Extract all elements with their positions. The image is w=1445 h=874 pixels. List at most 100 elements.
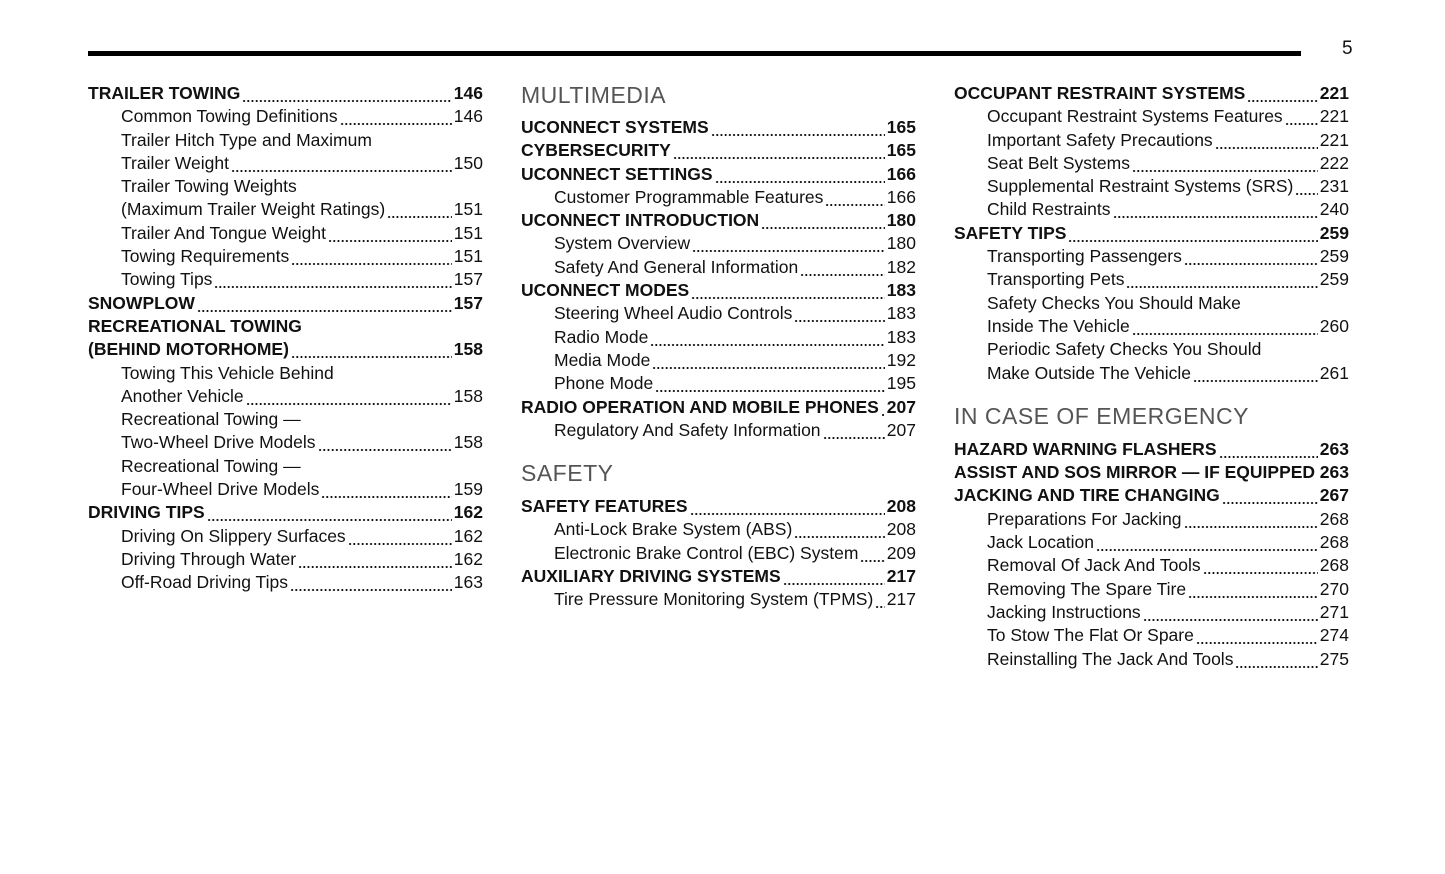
toc-entry-sub[interactable]: Electronic Brake Control (EBC) System 209 xyxy=(521,541,916,566)
entry-title: Radio Mode xyxy=(554,326,649,347)
section-heading: MULTIMEDIA xyxy=(521,82,667,108)
dot-leader xyxy=(1131,151,1318,176)
toc-entry-sub[interactable]: Anti-Lock Brake System (ABS) 208 xyxy=(521,518,916,542)
entry-title: RADIO OPERATION AND MOBILE PHONES xyxy=(521,396,879,417)
page-reference: 192 xyxy=(886,349,916,370)
entry-title: Tire Pressure Monitoring System (TPMS) xyxy=(554,589,874,610)
dot-leader xyxy=(1284,105,1318,129)
toc-entry-sub[interactable]: Occupant Restraint Systems Features 221 xyxy=(954,105,1349,129)
page-reference: 217 xyxy=(886,566,916,587)
page-reference: 270 xyxy=(1319,578,1349,599)
toc-entry-sub[interactable]: Transporting Pets 259 xyxy=(954,268,1349,292)
dot-leader xyxy=(1202,554,1318,578)
toc-entry-sub[interactable]: Tire Pressure Monitoring System (TPMS) 21… xyxy=(521,588,916,612)
toc-entry-sub[interactable]: Regulatory And Safety Information 207 xyxy=(521,418,916,443)
toc-entry-main[interactable]: SNOWPLOW 157 xyxy=(88,291,483,315)
toc-entry-sub[interactable]: Driving On Slippery Surfaces 162 xyxy=(88,524,483,548)
toc-entry-sub[interactable]: Radio Mode 183 xyxy=(521,325,916,349)
toc-entry-sub[interactable]: Jacking Instructions 271 xyxy=(954,600,1349,625)
toc-entry-main[interactable]: ASSIST AND SOS MIRROR — IF EQUIPPED 263 xyxy=(954,461,1349,485)
entry-title: DRIVING TIPS xyxy=(88,502,205,523)
page-reference: 166 xyxy=(886,186,916,207)
toc-entry-sub[interactable]: Periodic Safety Checks You Should Make Ou… xyxy=(954,338,1349,385)
toc-entry-sub[interactable]: Customer Programmable Features 166 xyxy=(521,185,916,210)
toc-entry-main[interactable]: UCONNECT SETTINGS 166 xyxy=(521,162,916,186)
toc-entry-sub[interactable]: Towing This Vehicle Behind Another Vehicl… xyxy=(88,362,483,409)
toc-entry-sub[interactable]: Important Safety Precautions 221 xyxy=(954,128,1349,152)
dot-leader xyxy=(1183,507,1318,532)
toc-entry-sub[interactable]: Towing Tips 157 xyxy=(88,268,483,292)
page-reference: 259 xyxy=(1319,246,1349,267)
dot-leader xyxy=(794,302,885,326)
page-reference: 180 xyxy=(886,233,916,254)
entry-title: Removing The Spare Tire xyxy=(987,578,1187,599)
page-reference: 146 xyxy=(453,106,483,127)
toc-entry-sub[interactable]: Removal Of Jack And Tools 268 xyxy=(954,554,1349,578)
entry-title: Jacking Instructions xyxy=(987,601,1141,622)
toc-entry-sub[interactable]: Trailer And Tongue Weight 151 xyxy=(88,221,483,246)
toc-entry-sub[interactable]: Common Towing Definitions 146 xyxy=(88,105,483,129)
toc-entry-sub[interactable]: Safety Checks You Should Make Inside The … xyxy=(954,292,1349,339)
page-reference: 183 xyxy=(886,280,916,301)
toc-entry-main[interactable]: UCONNECT SYSTEMS 165 xyxy=(521,116,916,140)
toc-entry-sub[interactable]: Recreational Towing — Two-Wheel Drive Mod… xyxy=(88,408,483,455)
dot-leader xyxy=(825,185,885,210)
page-reference: 163 xyxy=(453,572,483,593)
toc-entry-sub[interactable]: Off-Road Driving Tips 163 xyxy=(88,571,483,595)
entry-title: System Overview xyxy=(554,233,691,254)
toc-entry-sub[interactable]: Towing Requirements 151 xyxy=(88,245,483,269)
entry-title: Safety And General Information xyxy=(554,256,799,277)
toc-entry-main[interactable]: TRAILER TOWING 146 xyxy=(88,82,483,106)
toc-entry-main[interactable]: RECREATIONAL TOWING (BEHIND MOTORHOME) 158 xyxy=(88,315,483,362)
toc-entry-sub[interactable]: Preparations For Jacking 268 xyxy=(954,507,1349,532)
toc-entry-sub[interactable]: Driving Through Water 162 xyxy=(88,547,483,572)
toc-entry-sub[interactable]: Transporting Passengers 259 xyxy=(954,245,1349,269)
toc-entry-sub[interactable]: Phone Mode 195 xyxy=(521,372,916,396)
entry-title: Another Vehicle xyxy=(121,385,244,406)
page-reference: 217 xyxy=(886,589,916,610)
toc-entry-main[interactable]: CYBERSECURITY 165 xyxy=(521,139,916,163)
toc-entry-main[interactable]: UCONNECT MODES 183 xyxy=(521,279,916,303)
dot-leader xyxy=(761,209,885,233)
toc-entry-main[interactable]: UCONNECT INTRODUCTION 180 xyxy=(521,209,916,233)
entry-title: Common Towing Definitions xyxy=(121,106,338,127)
entry-title: AUXILIARY DRIVING SYSTEMS xyxy=(521,566,781,587)
entry-title: Supplemental Restraint Systems (SRS) xyxy=(987,176,1294,197)
entry-title: Transporting Passengers xyxy=(987,246,1182,267)
toc-entry-main[interactable]: SAFETY TIPS 259 xyxy=(954,221,1349,246)
entry-title: Jack Location xyxy=(987,532,1095,553)
page-reference: 158 xyxy=(453,339,483,360)
toc-entry-sub[interactable]: Trailer Hitch Type and Maximum Trailer We… xyxy=(88,129,483,176)
entry-title: Trailer Towing Weights xyxy=(121,176,297,197)
toc-entry-sub[interactable]: Supplemental Restraint Systems (SRS) 231 xyxy=(954,175,1349,199)
entry-title: Inside The Vehicle xyxy=(987,315,1130,336)
toc-entry-sub[interactable]: System Overview 180 xyxy=(521,232,916,256)
dot-leader xyxy=(1218,437,1318,462)
toc-entry-sub[interactable]: Steering Wheel Audio Controls 183 xyxy=(521,302,916,326)
entry-title: CYBERSECURITY xyxy=(521,140,671,161)
toc-entry-main[interactable]: OCCUPANT RESTRAINT SYSTEMS 221 xyxy=(954,82,1349,106)
entry-title: TRAILER TOWING xyxy=(88,83,241,103)
header-rule xyxy=(88,51,1301,56)
page-reference: 157 xyxy=(453,269,483,290)
dot-leader xyxy=(339,105,452,129)
dot-leader xyxy=(710,116,885,140)
toc-entry-sub[interactable]: Recreational Towing — Four-Wheel Drive Mo… xyxy=(88,455,483,502)
toc-entry-sub[interactable]: Safety And General Information 182 xyxy=(521,255,916,280)
entry-title: Occupant Restraint Systems Features xyxy=(987,106,1283,127)
toc-entry-main[interactable]: JACKING AND TIRE CHANGING 267 xyxy=(954,484,1349,508)
toc-entry-main[interactable]: RADIO OPERATION AND MOBILE PHONES 207 xyxy=(521,395,916,419)
toc-entry-sub[interactable]: Seat Belt Systems 222 xyxy=(954,151,1349,176)
toc-entry-main[interactable]: DRIVING TIPS 162 xyxy=(88,501,483,525)
toc-entry-sub[interactable]: To Stow The Flat Or Spare 274 xyxy=(954,624,1349,648)
entry-title: Towing Tips xyxy=(121,269,213,290)
toc-entry-sub[interactable]: Media Mode 192 xyxy=(521,348,916,373)
toc-entry-sub[interactable]: Reinstalling The Jack And Tools 275 xyxy=(954,647,1349,671)
toc-entry-sub[interactable]: Child Restraints 240 xyxy=(954,198,1349,222)
toc-entry-sub[interactable]: Jack Location 268 xyxy=(954,531,1349,555)
toc-entry-main[interactable]: HAZARD WARNING FLASHERS 263 xyxy=(954,437,1349,462)
toc-entry-main[interactable]: SAFETY FEATURES 208 xyxy=(521,495,916,519)
toc-entry-main[interactable]: AUXILIARY DRIVING SYSTEMS 217 xyxy=(521,565,916,589)
toc-entry-sub[interactable]: Trailer Towing Weights (Maximum Trailer W… xyxy=(88,175,483,222)
toc-entry-sub[interactable]: Removing The Spare Tire 270 xyxy=(954,577,1349,601)
